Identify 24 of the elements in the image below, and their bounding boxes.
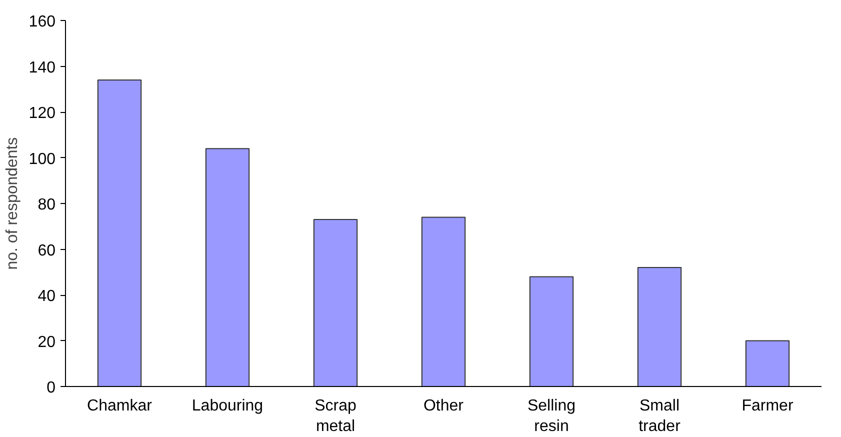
y-tick-label: 40 (38, 288, 56, 305)
bar (637, 267, 682, 386)
y-tick-label: 160 (28, 14, 56, 30)
bar (313, 219, 358, 386)
bar (421, 216, 466, 386)
x-tick-label: Selling resin (527, 398, 576, 435)
y-tick-label: 140 (28, 59, 56, 76)
x-tick-label: Chamkar (87, 398, 153, 414)
y-tick-label: 120 (28, 105, 56, 122)
y-tick-label: 80 (38, 196, 56, 214)
x-tick-label: Small trader (638, 398, 682, 435)
x-tick-label: Farmer (742, 398, 794, 414)
y-axis-title: no. of respondents (4, 137, 21, 270)
bar (529, 276, 574, 386)
bar (205, 148, 250, 386)
y-tick-label: 60 (38, 242, 56, 260)
x-tick-label: Scrap metal (314, 398, 356, 435)
y-tick-label: 100 (28, 150, 56, 168)
y-tick-label: 0 (46, 380, 56, 396)
y-tick-label: 20 (38, 334, 56, 351)
x-tick-label: Other (423, 398, 464, 414)
x-tick-label: Labouring (192, 398, 264, 414)
bar (97, 79, 142, 386)
bar (745, 340, 790, 386)
